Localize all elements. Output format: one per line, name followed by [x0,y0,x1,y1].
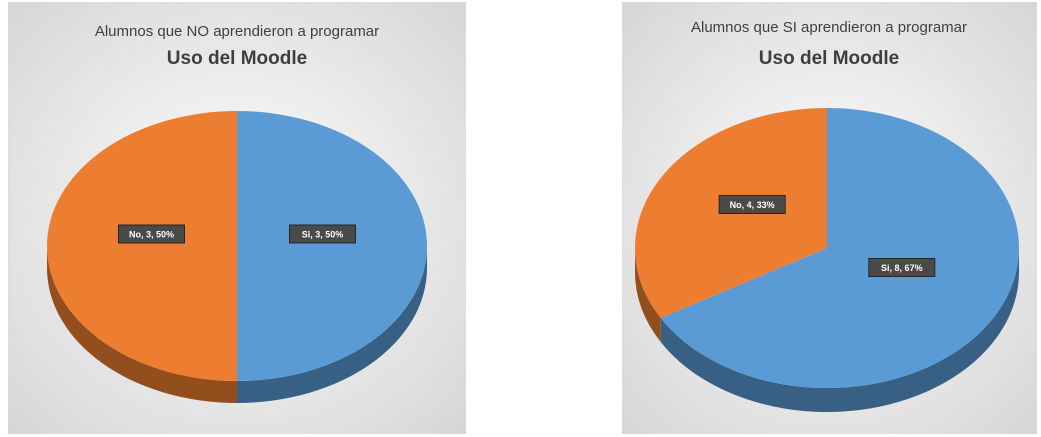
data-label-si: Si, 8, 67% [881,263,923,273]
chart-title: Alumnos que SI aprendieron a programar [691,19,967,36]
data-label-no: No, 4, 33% [730,200,775,210]
pie-slice-no [47,111,237,381]
pie-chart-no-aprendieron: Alumnos que NO aprendieron a programar U… [8,2,466,434]
pie-side-no [635,248,661,342]
pie-slices: Si, 3, 50% No, 3, 50% [47,111,427,403]
chart-title: Alumnos que NO aprendieron a programar [95,23,379,40]
chart-subtitle: Uso del Moodle [167,48,307,69]
data-label-box-si [289,224,356,244]
data-label-box-si [868,258,936,277]
pie-chart-svg: Alumnos que SI aprendieron a programar U… [622,2,1037,434]
data-label-si: Si, 3, 50% [302,230,344,240]
data-label-box-no [718,195,786,214]
data-label-box-no [118,224,185,244]
pie-side-si [660,248,1019,413]
pie-side-si [237,246,427,403]
pie-slice-si [237,111,427,381]
pie-slices: Si, 8, 67% No, 4, 33% [635,108,1019,413]
pie-side-no [47,246,237,403]
pie-slice-si [660,108,1019,388]
pie-chart-si-aprendieron: Alumnos que SI aprendieron a programar U… [622,2,1037,434]
data-label-no: No, 3, 50% [129,230,174,240]
chart-subtitle: Uso del Moodle [759,48,899,69]
pie-chart-svg: Alumnos que NO aprendieron a programar U… [8,2,466,434]
